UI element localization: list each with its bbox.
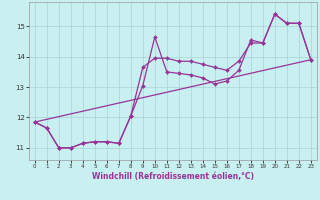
X-axis label: Windchill (Refroidissement éolien,°C): Windchill (Refroidissement éolien,°C) [92,172,254,181]
